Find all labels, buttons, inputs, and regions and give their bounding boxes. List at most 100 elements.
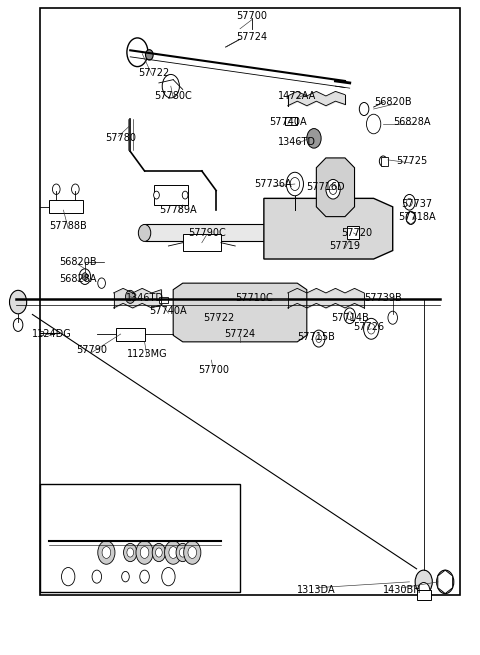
Circle shape bbox=[102, 547, 111, 558]
Text: 56820B: 56820B bbox=[59, 257, 96, 267]
Circle shape bbox=[79, 269, 91, 284]
Circle shape bbox=[406, 212, 416, 225]
Circle shape bbox=[136, 541, 153, 564]
Text: 57718A: 57718A bbox=[398, 212, 435, 221]
Circle shape bbox=[404, 195, 415, 210]
Circle shape bbox=[127, 38, 148, 67]
Circle shape bbox=[13, 318, 23, 331]
Circle shape bbox=[182, 191, 188, 199]
Circle shape bbox=[316, 335, 322, 343]
Circle shape bbox=[326, 179, 340, 199]
Bar bbox=[38, 331, 43, 335]
Circle shape bbox=[370, 119, 377, 129]
Text: 57788B: 57788B bbox=[49, 221, 87, 231]
Text: 57722: 57722 bbox=[203, 312, 234, 323]
Text: 57715B: 57715B bbox=[298, 332, 336, 343]
Polygon shape bbox=[173, 283, 307, 342]
Circle shape bbox=[344, 308, 356, 324]
Polygon shape bbox=[407, 212, 415, 225]
Text: 57724: 57724 bbox=[225, 329, 255, 339]
Bar bbox=[39, 8, 459, 595]
Circle shape bbox=[360, 102, 369, 115]
Text: 57726: 57726 bbox=[353, 322, 384, 333]
Circle shape bbox=[152, 544, 166, 561]
Text: 1124DG: 1124DG bbox=[32, 329, 72, 339]
Polygon shape bbox=[316, 158, 355, 217]
Text: 57780C: 57780C bbox=[154, 91, 192, 101]
Bar bbox=[348, 227, 360, 240]
Polygon shape bbox=[49, 200, 83, 214]
Circle shape bbox=[98, 278, 106, 288]
Text: 1346TD: 1346TD bbox=[126, 293, 164, 303]
Circle shape bbox=[184, 541, 201, 564]
Circle shape bbox=[140, 547, 149, 558]
Circle shape bbox=[123, 544, 137, 561]
Text: 1472AA: 1472AA bbox=[278, 91, 316, 101]
Text: 56828A: 56828A bbox=[59, 274, 96, 284]
Circle shape bbox=[286, 172, 303, 196]
Bar bbox=[154, 185, 188, 205]
Circle shape bbox=[418, 582, 430, 599]
Text: 57720: 57720 bbox=[341, 228, 372, 238]
Bar bbox=[183, 234, 221, 251]
Text: 1313DA: 1313DA bbox=[297, 585, 336, 595]
Bar bbox=[381, 157, 388, 166]
Circle shape bbox=[169, 547, 178, 558]
Circle shape bbox=[437, 570, 454, 593]
Circle shape bbox=[366, 114, 381, 134]
Circle shape bbox=[162, 567, 175, 586]
Circle shape bbox=[10, 290, 27, 314]
Bar bbox=[159, 297, 168, 303]
Circle shape bbox=[290, 178, 300, 191]
Text: 57736A: 57736A bbox=[254, 179, 292, 189]
Circle shape bbox=[388, 311, 397, 324]
Text: 57739B: 57739B bbox=[364, 293, 402, 303]
Circle shape bbox=[72, 184, 79, 195]
Text: 57740A: 57740A bbox=[269, 117, 307, 127]
Circle shape bbox=[165, 541, 182, 564]
Text: 57724: 57724 bbox=[236, 32, 267, 43]
Circle shape bbox=[125, 290, 135, 303]
Text: 57722: 57722 bbox=[138, 68, 170, 78]
Text: 57790: 57790 bbox=[77, 345, 108, 355]
Polygon shape bbox=[438, 570, 453, 593]
Polygon shape bbox=[264, 198, 393, 259]
Text: 57716D: 57716D bbox=[307, 182, 345, 193]
Circle shape bbox=[415, 570, 432, 593]
Text: 57714B: 57714B bbox=[331, 312, 369, 323]
Bar bbox=[116, 328, 144, 341]
Text: 57710C: 57710C bbox=[236, 293, 273, 303]
Circle shape bbox=[92, 570, 102, 583]
Circle shape bbox=[329, 184, 337, 195]
Circle shape bbox=[162, 75, 180, 98]
Circle shape bbox=[180, 548, 186, 557]
Circle shape bbox=[307, 128, 321, 148]
Circle shape bbox=[138, 225, 151, 242]
Text: 57725: 57725 bbox=[396, 156, 427, 166]
Circle shape bbox=[407, 198, 412, 206]
Circle shape bbox=[121, 571, 129, 582]
Circle shape bbox=[145, 50, 153, 60]
Text: 56820B: 56820B bbox=[374, 98, 411, 107]
Text: 57790C: 57790C bbox=[188, 228, 226, 238]
Circle shape bbox=[82, 272, 88, 280]
Circle shape bbox=[156, 548, 162, 557]
Circle shape bbox=[98, 541, 115, 564]
Polygon shape bbox=[144, 225, 373, 242]
Text: 57780: 57780 bbox=[105, 134, 136, 143]
Text: 57789A: 57789A bbox=[159, 205, 197, 215]
Circle shape bbox=[379, 156, 387, 166]
Circle shape bbox=[140, 570, 149, 583]
Bar bbox=[417, 590, 431, 600]
Circle shape bbox=[367, 225, 380, 242]
Circle shape bbox=[52, 184, 60, 195]
Bar bbox=[285, 117, 297, 125]
Circle shape bbox=[364, 318, 379, 339]
Circle shape bbox=[347, 312, 353, 320]
Circle shape bbox=[176, 544, 190, 561]
Text: 56828A: 56828A bbox=[393, 117, 431, 127]
Text: 57700: 57700 bbox=[237, 10, 267, 21]
Circle shape bbox=[367, 324, 375, 334]
Circle shape bbox=[127, 548, 133, 557]
Text: 57700: 57700 bbox=[198, 365, 229, 375]
